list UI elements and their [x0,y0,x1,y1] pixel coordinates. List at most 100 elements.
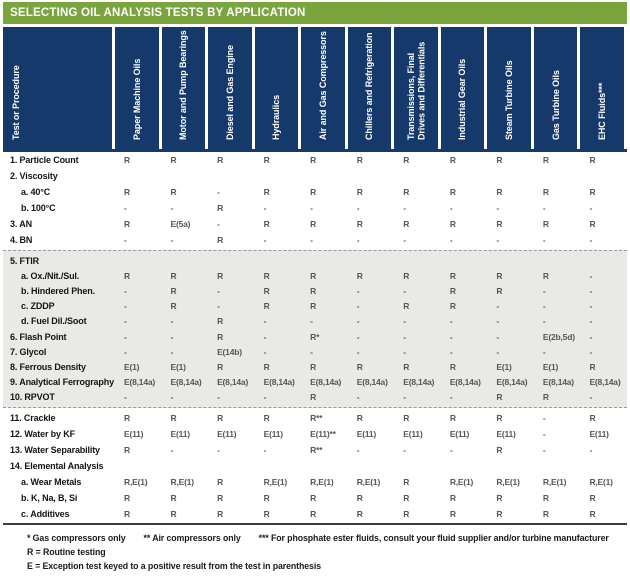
cell: R [310,301,317,312]
cell: E(8,14a) [449,377,481,388]
cell: - [263,316,267,327]
cell: E(11) [263,428,284,439]
column-header-label: Steam Turbine Oils [503,60,514,140]
column-header-label: Motor and Pump Bearings [178,30,189,140]
row-label: 6. Flash Point [10,331,67,342]
cell: R,E(1) [356,476,381,487]
table-row: d. Fuel Dil./Soot - - R - - - - - - - - [3,314,627,329]
cell: - [170,392,174,403]
cell: - [589,392,593,403]
cell: R,E(1) [170,476,195,487]
cell: R [124,492,130,503]
column-header-hydraulics: Hydraulics [254,27,302,149]
cell: - [170,316,174,327]
cell: - [356,316,360,327]
cell: - [356,392,360,403]
cell: R [263,492,270,503]
cell: - [449,203,453,213]
row-label: 4. BN [10,235,33,245]
cell: - [124,331,127,342]
row-label: 13. Water Separability [10,444,100,455]
cell: R [124,187,130,197]
cell: R [217,155,224,165]
cell: R [310,285,317,296]
cell: R [589,219,596,229]
cell: R [263,155,270,165]
cell: - [124,346,127,357]
cell: R [449,301,456,312]
cell: - [356,331,360,342]
cell: - [217,219,220,229]
cell: - [449,235,453,245]
cell: R [403,301,410,312]
column-header-label: Air and Gas Compressors [317,31,328,140]
row-label: d. Fuel Dil./Soot [21,316,87,327]
cell: - [542,285,546,296]
column-header-paper-machine-oils: Paper Machine Oils [115,27,162,149]
cell: E(8,14a) [263,377,295,388]
table-row: 11. Crackle R R R R R** R R R R - R [3,410,627,426]
cell: R [217,361,224,372]
cell: E(1) [170,361,186,372]
column-header-label: Diesel and Gas Engine [224,45,235,140]
table-section-1: 1. Particle Count R R R R R R R R R R R 2. Viscosity… [3,152,627,248]
cell: E(8,14a) [589,377,621,388]
cell: - [589,203,593,213]
cell: R [496,412,503,423]
cell: R [542,508,549,519]
column-header-transmissions-final-drives-and-differentials: Transmissions, Final Drives and Differen… [394,27,441,149]
column-header-label: Transmissions, Final Drives and Differen… [405,41,427,140]
table-row: 7. Glycol - - E(14b) - - - - - - - - [3,344,627,359]
cell: - [449,392,453,403]
footer: * Gas compressors only ** Air compressor… [3,525,627,571]
cell: R [403,187,410,197]
column-header-industrial-gear-oils: Industrial Gear Oils [440,27,488,149]
table-row: c. ZDDP - R - R R - R R - - - [3,299,627,314]
cell: E(11) [124,428,144,439]
table-row: 1. Particle Count R R R R R R R R R R R [3,152,627,168]
cell: - [496,346,499,357]
cell: R [496,492,503,503]
cell: R,E(1) [310,476,334,487]
cell: R [449,187,456,197]
cell: E(8,14a) [310,377,342,388]
cell: - [403,203,406,213]
title-bar: SELECTING OIL ANALYSIS TESTS BY APPLICAT… [3,2,627,24]
row-label: 5. FTIR [10,255,39,266]
table-row: a. Wear Metals R,E(1) R,E(1) R R,E(1) R,E(1) R… [3,474,627,490]
row-label: b. 100°C [21,203,56,213]
cell: - [542,316,546,327]
cell: E(11) [496,428,516,439]
cell: - [310,316,313,327]
cell: R [496,187,503,197]
cell: R [124,219,130,229]
cell: R [124,155,130,165]
cell: R [217,412,224,423]
cell: R [263,301,270,312]
cell: R [263,270,270,281]
cell: - [217,444,220,455]
cell: R [263,361,270,372]
cell: R [449,508,456,519]
cell: - [263,235,267,245]
cell: R [449,361,456,372]
cell: R [310,492,317,503]
cell: E(8,14a) [124,377,156,388]
row-label: c. ZDDP [21,301,55,312]
cell: - [449,316,453,327]
table-row: 2. Viscosity [3,168,627,184]
row-label: b. K, Na, B, Si [21,492,78,503]
column-header-label: Gas Turbine Oils [550,70,561,140]
cell: - [403,316,406,327]
cell: - [310,203,313,213]
cell: - [356,346,360,357]
cell: R [356,187,363,197]
cell: R [542,155,549,165]
cell: - [542,412,546,423]
row-label: a. 40°C [21,187,51,197]
cell: R [403,155,410,165]
cell: - [496,316,499,327]
cell: R [403,361,410,372]
column-header-air-and-gas-compressors: Air and Gas Compressors [301,27,348,149]
